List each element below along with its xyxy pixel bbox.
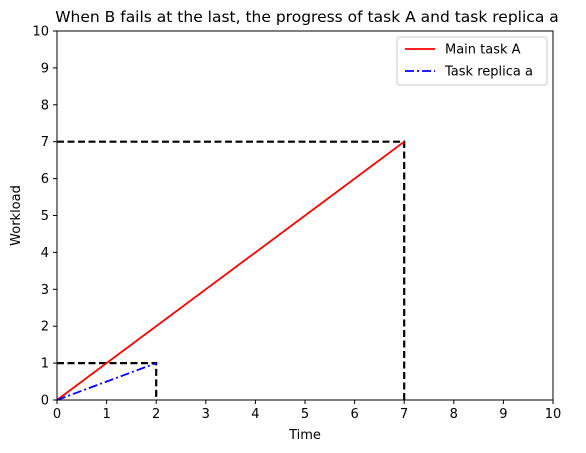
y-tick-label: 7	[41, 135, 49, 150]
chart-title: When B fails at the last, the progress o…	[55, 8, 559, 26]
y-axis-label: Workload	[9, 185, 24, 246]
y-tick-label: 4	[41, 246, 49, 261]
y-tick-label: 10	[32, 25, 49, 40]
x-tick-label: 5	[301, 407, 309, 422]
plot-area: 0 1 2 3 4 5 6 7 8 9 10 0 1 2 3 4 5 6 7 8 9 10	[32, 25, 561, 423]
x-axis-label: Time	[288, 428, 321, 443]
y-tick-label: 9	[41, 61, 49, 76]
y-tick-label: 3	[41, 283, 49, 298]
x-tick-label: 7	[400, 407, 408, 422]
x-tick-label: 8	[450, 407, 458, 422]
x-tick-label: 3	[202, 407, 210, 422]
legend-label-2: Task replica a	[444, 65, 533, 80]
series-line-2	[56, 362, 157, 401]
x-tick-label: 0	[53, 407, 61, 422]
x-tick-label: 2	[152, 407, 160, 422]
y-tick-label: 6	[41, 172, 49, 187]
y-tick-label: 5	[41, 209, 49, 224]
series-line-1	[56, 140, 405, 401]
y-tick-label: 2	[41, 320, 49, 335]
x-tick-label: 6	[350, 407, 358, 422]
x-tick-label: 10	[545, 407, 562, 422]
legend-label-1: Main task A	[445, 43, 521, 58]
x-tick-label: 1	[102, 407, 110, 422]
y-tick-label: 1	[41, 357, 49, 372]
y-tick-label: 0	[41, 394, 49, 409]
x-tick-label: 4	[251, 407, 259, 422]
y-tick-label: 8	[41, 98, 49, 113]
x-tick-label: 9	[499, 407, 507, 422]
legend: Main task A Task replica a	[396, 36, 548, 86]
